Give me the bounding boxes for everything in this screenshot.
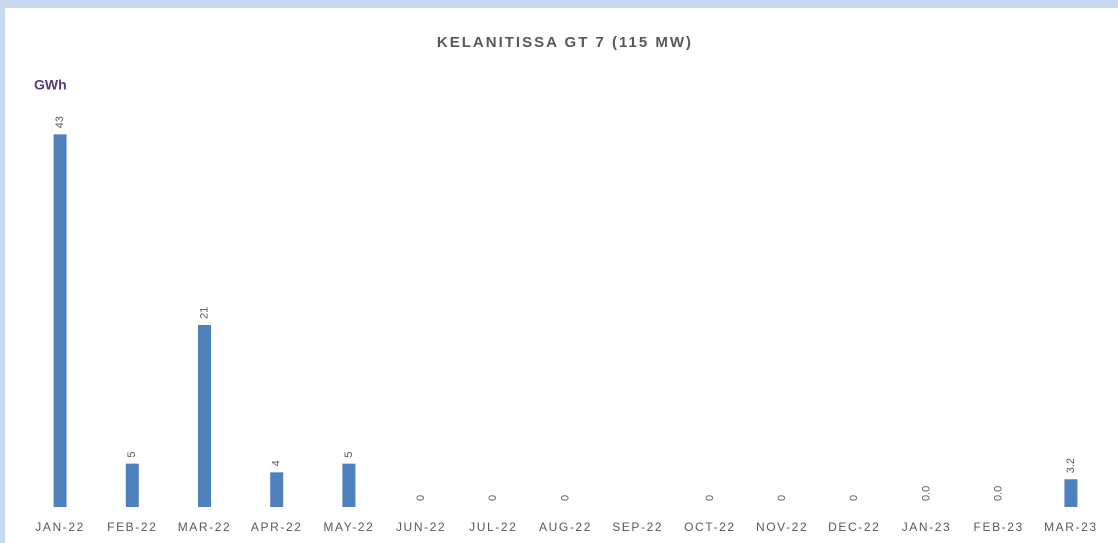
value-label: 5 [126,452,138,458]
chart-title: KELANITISSA GT 7 (115 MW) [437,34,693,51]
x-tick-label: JAN-23 [902,520,952,534]
value-label: 3.2 [1065,458,1077,473]
value-label: 0.0 [920,486,932,501]
x-tick-label: MAR-23 [1044,520,1098,534]
bar [1064,479,1078,507]
value-label: 21 [198,307,210,319]
value-label: 0 [848,495,860,501]
x-tick-label: JUL-22 [469,520,517,534]
value-label: 0 [559,495,571,501]
bar [53,134,67,508]
value-label: 4 [271,460,283,466]
value-label: 0 [704,495,716,501]
x-tick-label: MAR-22 [178,520,232,534]
x-tick-label: FEB-22 [107,520,157,534]
bar [198,325,211,507]
x-tick-label: FEB-23 [974,520,1024,534]
value-label: 0 [415,495,427,501]
x-tick-label: JAN-22 [35,520,85,534]
x-tick-label: MAY-22 [323,520,374,534]
bar [125,463,139,507]
y-axis-label: GWh [34,77,67,93]
x-tick-label: DEC-22 [828,520,880,534]
x-tick-label: OCT-22 [684,520,736,534]
bar [270,472,284,507]
value-label: 0 [487,495,499,501]
x-tick-label: APR-22 [251,520,303,534]
x-tick-label: AUG-22 [539,520,592,534]
plot-background [5,8,1118,543]
x-tick-label: SEP-22 [612,520,663,534]
value-label: 5 [343,452,355,458]
x-tick-label: JUN-22 [396,520,446,534]
bar [342,463,356,507]
value-label: 43 [54,116,66,128]
value-label: 0 [776,495,788,501]
value-label: 0.0 [993,486,1005,501]
x-tick-label: NOV-22 [756,520,808,534]
